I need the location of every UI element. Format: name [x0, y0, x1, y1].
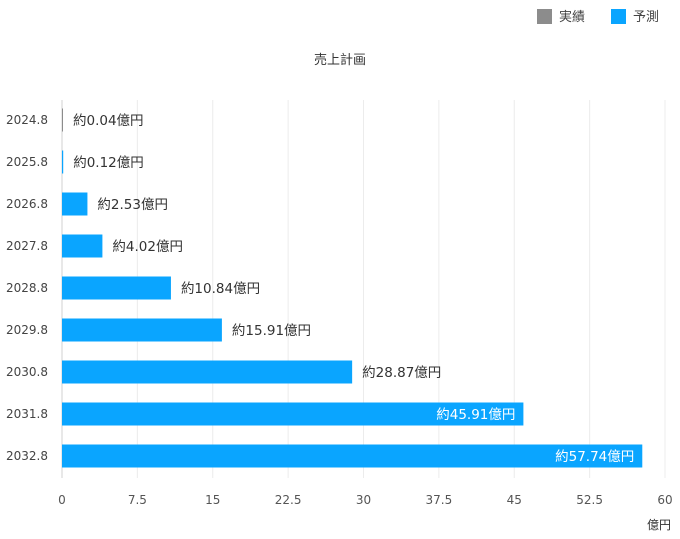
legend-label-actual: 実績	[559, 9, 585, 25]
bars: 約0.04億円約0.12億円約2.53億円約4.02億円約10.84億円約15.…	[62, 108, 643, 468]
x-tick-label: 0	[58, 493, 66, 507]
x-tick-label: 15	[205, 493, 220, 507]
x-tick-label: 30	[356, 493, 371, 507]
data-label: 約28.87億円	[362, 365, 441, 381]
category-label: 2028.8	[6, 281, 48, 295]
bar	[62, 360, 353, 384]
data-label: 約10.84億円	[181, 281, 260, 297]
bar	[62, 444, 643, 468]
x-tick-label: 60	[657, 493, 672, 507]
legend-swatch-forecast	[611, 9, 626, 24]
category-label: 2029.8	[6, 323, 48, 337]
x-tick-label: 37.5	[426, 493, 453, 507]
bar	[62, 234, 103, 258]
legend-swatch-actual	[537, 9, 552, 24]
bar	[62, 276, 171, 300]
category-label: 2030.8	[6, 365, 48, 379]
bar	[62, 150, 64, 174]
legend: 実績 予測	[537, 9, 659, 25]
category-label: 2024.8	[6, 113, 48, 127]
legend-label-forecast: 予測	[633, 10, 659, 25]
data-label: 約45.91億円	[436, 407, 515, 423]
bar	[62, 192, 88, 216]
category-label: 2025.8	[6, 155, 48, 169]
data-label: 約15.91億円	[232, 323, 311, 339]
category-label: 2031.8	[6, 407, 48, 421]
chart-title: 売上計画	[314, 52, 366, 68]
x-tick-label: 22.5	[275, 493, 302, 507]
data-label: 約57.74億円	[555, 449, 634, 465]
data-label: 約2.53億円	[97, 197, 168, 213]
x-tick-label: 45	[507, 493, 522, 507]
data-label: 約0.04億円	[73, 113, 144, 129]
category-labels: 2024.8 2025.8 2026.8 2027.8 2028.8 2029.8 2030…	[6, 113, 48, 463]
category-label: 2027.8	[6, 239, 48, 253]
bar	[62, 318, 222, 342]
grid	[61, 100, 666, 478]
category-label: 2032.8	[6, 449, 48, 463]
bar	[62, 108, 63, 132]
x-axis-ticks: 0 7.5 15 22.5 30 37.5 45 52.5 60	[58, 493, 672, 507]
data-label: 約0.12億円	[73, 155, 144, 171]
category-label: 2026.8	[6, 197, 48, 211]
x-tick-label: 7.5	[128, 493, 147, 507]
bar	[62, 402, 524, 426]
data-label: 約4.02億円	[112, 239, 183, 255]
x-axis-unit-label: 億円	[647, 518, 671, 532]
x-tick-label: 52.5	[576, 493, 603, 507]
